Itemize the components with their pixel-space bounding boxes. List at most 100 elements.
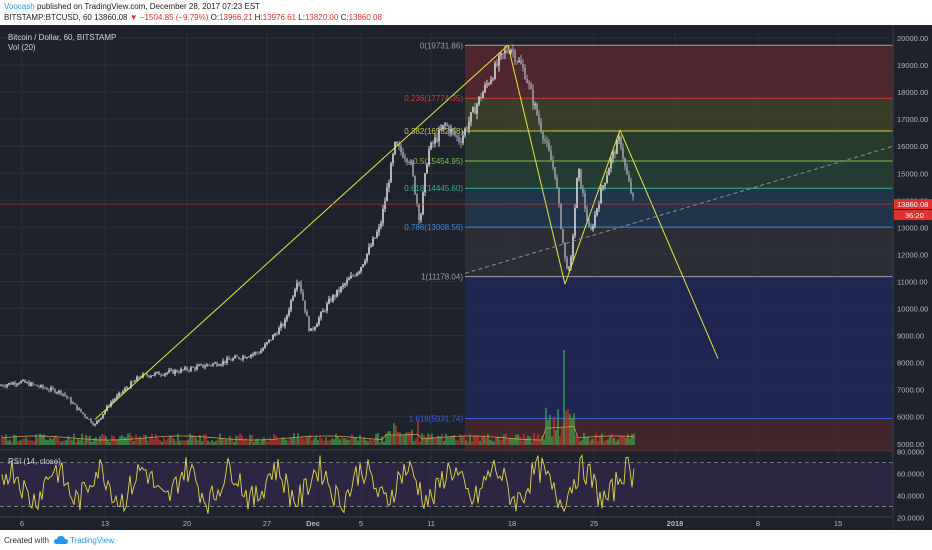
- uptrend-line[interactable]: [94, 44, 509, 420]
- volume-bar: [313, 438, 315, 445]
- candle-body: [510, 49, 512, 53]
- candle-body: [310, 328, 312, 332]
- volume-bar: [219, 433, 221, 445]
- volume-bar: [189, 433, 191, 445]
- volume-bar: [183, 440, 185, 445]
- main-legend: Bitcoin / Dollar, 60, BITSTAMP: [8, 33, 116, 42]
- candle-body: [516, 61, 518, 62]
- volume-bar: [605, 440, 607, 445]
- volume-bar: [625, 438, 627, 445]
- volume-bar: [161, 441, 163, 445]
- volume-bar: [559, 436, 561, 445]
- candle-body: [528, 82, 530, 85]
- volume-bar: [461, 436, 463, 445]
- volume-bar: [239, 433, 241, 445]
- candle-body: [76, 404, 78, 410]
- price-chart-svg[interactable]: 0(19731.86) 0.236(17774.35) 0.382(16562.98…: [0, 25, 932, 530]
- candle-body: [80, 408, 82, 413]
- volume-bar: [87, 436, 89, 445]
- volume-bar: [151, 433, 153, 445]
- candle-body: [624, 158, 626, 167]
- candle-body: [180, 369, 182, 373]
- volume-bar: [233, 441, 235, 445]
- candle-body: [26, 382, 28, 383]
- volume-bar: [369, 438, 371, 445]
- volume-bar: [599, 434, 601, 445]
- volume-bar: [459, 434, 461, 445]
- volume-bar: [367, 441, 369, 445]
- price-tick: 13000.00: [897, 223, 928, 232]
- volume-bar: [433, 438, 435, 445]
- volume-bar: [585, 438, 587, 445]
- candle-body: [312, 328, 314, 330]
- volume-bar: [85, 435, 87, 445]
- volume-bar: [407, 432, 409, 445]
- candle-body: [146, 373, 148, 376]
- volume-bar: [507, 438, 509, 445]
- abc-leg-b[interactable]: [564, 129, 621, 285]
- candle-body: [546, 141, 548, 143]
- candle-body: [306, 311, 308, 317]
- trend-drawings[interactable]: [0, 44, 894, 420]
- volume-bar: [73, 433, 75, 445]
- volume-bar: [11, 441, 13, 445]
- candle-body: [392, 154, 394, 164]
- candle-body: [554, 167, 556, 178]
- volume-bar: [405, 432, 407, 445]
- volume-bar: [487, 433, 489, 445]
- volume-bar: [385, 433, 387, 445]
- candle-body: [178, 372, 180, 373]
- candle-body: [472, 107, 474, 113]
- candle-body: [120, 392, 122, 394]
- candle-body: [22, 380, 24, 381]
- volume-bar: [515, 434, 517, 445]
- fib-zone: [465, 276, 893, 419]
- abc-leg-a[interactable]: [507, 45, 566, 285]
- published-text: published on TradingView.com, December 2…: [36, 2, 261, 11]
- candle-body: [604, 182, 606, 186]
- volume-bar: [307, 437, 309, 445]
- candle-body: [184, 367, 186, 370]
- tradingview-brand-link[interactable]: TradingView: [70, 536, 115, 545]
- volume-bar: [37, 437, 39, 445]
- candle-body: [418, 204, 420, 221]
- candle-body: [200, 364, 202, 366]
- author-link[interactable]: Voocash: [4, 2, 35, 11]
- chart-area[interactable]: 0(19731.86) 0.236(17774.35) 0.382(16562.98…: [0, 25, 932, 530]
- volume-bar: [365, 440, 367, 445]
- volume-bar: [633, 433, 635, 445]
- volume-bar: [65, 440, 67, 445]
- volume-bar: [217, 439, 219, 445]
- candle-body: [194, 367, 196, 370]
- candle-body: [240, 358, 242, 360]
- candle-body: [0, 385, 2, 387]
- candle-body: [598, 203, 600, 209]
- candle-body: [236, 356, 238, 358]
- candle-body: [478, 96, 480, 105]
- time-tick: 11: [427, 519, 435, 528]
- volume-bar: [425, 437, 427, 445]
- volume-bar: [597, 441, 599, 445]
- candle-body: [400, 146, 402, 152]
- volume-bar: [483, 435, 485, 445]
- candle-body: [434, 137, 436, 144]
- vol-legend: Vol (20): [8, 43, 36, 52]
- candle-body: [58, 390, 60, 393]
- volume-bar: [563, 350, 565, 445]
- abc-leg-c-projection[interactable]: [619, 129, 719, 359]
- candle-body: [270, 339, 272, 341]
- price-axis[interactable]: 20000.00 19000.00 18000.00 17000.00 16000.00…: [892, 25, 932, 530]
- candle-body: [446, 123, 448, 126]
- volume-bar: [137, 439, 139, 445]
- volume-bar: [343, 438, 345, 445]
- volume-bar: [541, 435, 543, 445]
- candle-body: [246, 357, 248, 359]
- volume-bar: [513, 438, 515, 445]
- candle-body: [474, 107, 476, 114]
- candle-body: [308, 316, 310, 332]
- candle-body: [346, 280, 348, 284]
- dashed-support-line[interactable]: [464, 145, 894, 274]
- candle-body: [614, 151, 616, 154]
- time-axis[interactable]: 6 13 20 27 Dec 5 11 18 25 2018 8 15: [0, 516, 893, 530]
- candle-body: [62, 393, 64, 395]
